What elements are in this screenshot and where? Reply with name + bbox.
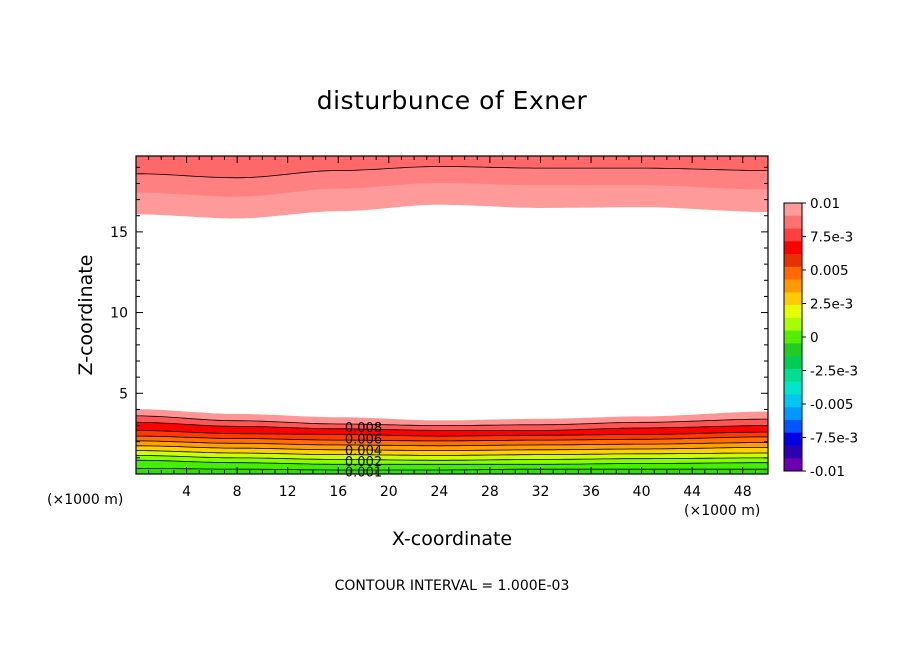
contour-line-lower bbox=[135, 421, 768, 431]
contour-line-lower bbox=[136, 445, 768, 452]
x-axis-label: X-coordinate bbox=[391, 528, 513, 550]
y-tick-label: 5 bbox=[119, 386, 128, 402]
contour-line-lower bbox=[136, 435, 768, 442]
colorbar-swatch bbox=[784, 458, 802, 472]
x-tick-label: 44 bbox=[683, 484, 701, 500]
y-axis-label: Z-coordinate bbox=[75, 254, 97, 376]
y-axis-unit: (×1000 m) bbox=[47, 492, 124, 508]
colorbar-label: 7.5e-3 bbox=[810, 230, 853, 246]
colorbar-label: 2.5e-3 bbox=[810, 297, 853, 313]
colorbar-swatch bbox=[784, 292, 802, 306]
colorbar-swatch bbox=[784, 203, 802, 217]
colorbar-label: 0.01 bbox=[810, 196, 840, 212]
contour-line-lower bbox=[136, 459, 768, 465]
contour-line-lower bbox=[135, 455, 768, 461]
y-tick-label: 15 bbox=[110, 225, 128, 241]
colorbar-label: -2.5e-3 bbox=[810, 364, 858, 380]
colorbar-label: -0.01 bbox=[810, 464, 845, 480]
colorbar-swatch bbox=[784, 266, 802, 280]
colorbar-swatch bbox=[784, 254, 802, 268]
colorbar-label: -7.5e-3 bbox=[810, 431, 858, 447]
contour-label: 0.004 bbox=[345, 444, 382, 459]
x-tick-label: 28 bbox=[481, 484, 499, 500]
contour-label: 0.008 bbox=[345, 421, 382, 436]
colorbar-swatch bbox=[784, 432, 802, 446]
colorbar-swatch bbox=[784, 419, 802, 434]
contour-line-lower bbox=[136, 440, 768, 447]
x-tick-label: 4 bbox=[182, 484, 191, 500]
y-tick-label: 10 bbox=[110, 306, 128, 322]
x-tick-label: 8 bbox=[233, 484, 242, 500]
x-tick-label: 48 bbox=[734, 484, 752, 500]
contour-line-lower bbox=[136, 467, 768, 471]
x-tick-label: 24 bbox=[430, 484, 448, 500]
colorbar-swatch bbox=[784, 381, 802, 395]
x-tick-label: 32 bbox=[532, 484, 550, 500]
x-tick-label: 40 bbox=[633, 484, 651, 500]
colorbar-label: 0.005 bbox=[810, 263, 849, 279]
contour-line-lower bbox=[136, 415, 768, 427]
contour-interval-note: CONTOUR INTERVAL = 1.000E-03 bbox=[334, 578, 570, 594]
colorbar-swatch bbox=[784, 330, 802, 344]
colorbar-label: 0 bbox=[810, 330, 819, 346]
colorbar-label: -0.005 bbox=[810, 397, 854, 413]
colorbar-swatch bbox=[784, 305, 802, 319]
colorbar-swatch bbox=[784, 279, 802, 293]
contour-line-lower bbox=[135, 430, 768, 437]
colorbar-swatch bbox=[784, 356, 802, 370]
colorbar-swatch bbox=[784, 407, 802, 421]
colorbar-swatch bbox=[784, 241, 802, 255]
x-tick-label: 36 bbox=[582, 484, 600, 500]
colorbar-swatch bbox=[784, 343, 802, 357]
contour-label: 0.006 bbox=[345, 432, 382, 447]
x-axis-unit: (×1000 m) bbox=[684, 503, 761, 519]
x-tick-label: 20 bbox=[380, 484, 398, 500]
colorbar-swatch bbox=[784, 394, 802, 408]
contour-line-lower bbox=[136, 450, 768, 456]
x-tick-label: 12 bbox=[279, 484, 297, 500]
colorbar-swatch bbox=[784, 368, 802, 382]
colorbar-swatch bbox=[784, 445, 802, 459]
colorbar-swatch bbox=[784, 228, 802, 242]
contour-line-upper bbox=[136, 166, 768, 179]
x-tick-label: 16 bbox=[329, 484, 347, 500]
chart-title: disturbunce of Exner bbox=[316, 86, 588, 115]
contour-label: 0.002 bbox=[345, 455, 382, 470]
colorbar-swatch bbox=[784, 215, 802, 229]
colorbar-swatch bbox=[784, 317, 802, 331]
